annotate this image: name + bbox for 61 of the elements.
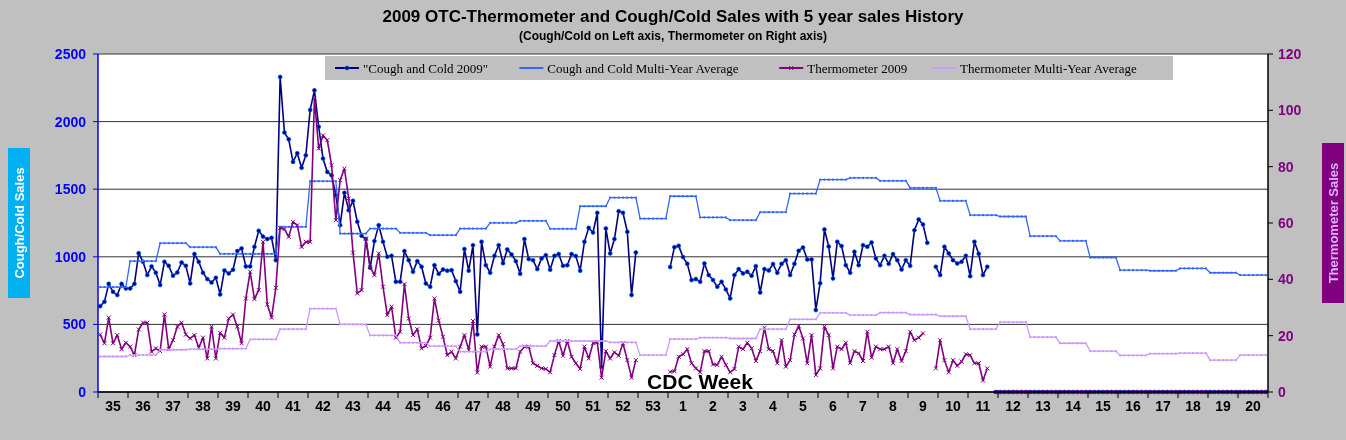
chart-subtitle: (Cough/Cold on Left axis, Thermometer on Right axis)	[518, 29, 828, 43]
x-tick-label: 48	[495, 398, 511, 414]
x-tick-label: 18	[1185, 398, 1201, 414]
x-tick-label: 42	[315, 398, 331, 414]
x-tick-label: 19	[1215, 398, 1231, 414]
y2-tick-label: 120	[1278, 46, 1302, 62]
x-tick-label: 6	[829, 398, 838, 414]
x-axis-title: CDC Week	[647, 370, 754, 393]
x-tick-label: 52	[615, 398, 631, 414]
x-tick-label: 40	[255, 398, 271, 414]
y-tick-label: 2000	[54, 113, 87, 130]
x-tick-label: 16	[1125, 398, 1141, 414]
x-tick-label: 10	[945, 398, 961, 414]
x-tick-label: 50	[555, 398, 571, 414]
y-tick-label: 2500	[54, 46, 87, 62]
x-tick-label: 13	[1035, 398, 1051, 414]
x-tick-label: 35	[105, 398, 121, 414]
x-tick-label: 17	[1155, 398, 1171, 414]
x-tick-label: 3	[739, 398, 748, 414]
chart-title: 2009 OTC-Thermometer and Cough/Cold Sales with 5 year sales History	[382, 7, 965, 26]
x-tick-label: 46	[435, 398, 451, 414]
x-tick-label: 15	[1095, 398, 1111, 414]
y2-tick-label: 80	[1278, 158, 1294, 175]
x-tick-label: 12	[1005, 398, 1021, 414]
y-tick-label: 500	[62, 316, 87, 333]
x-tick-label: 5	[799, 398, 808, 414]
y2-tick-label: 60	[1278, 215, 1294, 231]
x-tick-label: 51	[585, 398, 601, 414]
x-tick-label: 49	[525, 398, 541, 414]
x-tick-label: 11	[975, 398, 991, 414]
legend-label: Thermometer Multi-Year Average	[960, 61, 1137, 76]
x-tick-label: 41	[285, 398, 301, 414]
x-tick-label: 36	[135, 398, 151, 414]
y-tick-label: 0	[78, 384, 87, 400]
legend-label: "Cough and Cold 2009"	[363, 61, 489, 76]
x-tick-label: 9	[919, 398, 928, 414]
x-tick-label: 53	[645, 398, 661, 414]
y-tick-label: 1000	[54, 248, 87, 265]
x-tick-label: 8	[889, 398, 898, 414]
legend-label: Cough and Cold Multi-Year Average	[547, 61, 739, 76]
y-tick-label: 1500	[54, 181, 87, 198]
x-tick-label: 4	[769, 398, 778, 414]
x-tick-label: 45	[405, 398, 421, 414]
x-tick-label: 47	[465, 398, 481, 414]
legend-label: Thermometer 2009	[807, 61, 908, 76]
x-tick-label: 39	[225, 398, 241, 414]
y2-tick-label: 100	[1278, 102, 1302, 119]
x-tick-label: 37	[165, 398, 181, 414]
x-tick-label: 2	[709, 398, 718, 414]
y2-tick-label: 0	[1278, 384, 1286, 400]
x-tick-label: 1	[679, 398, 688, 414]
x-tick-label: 44	[375, 398, 391, 414]
x-tick-label: 14	[1065, 398, 1081, 414]
y2-tick-label: 40	[1278, 271, 1294, 288]
x-tick-label: 7	[859, 398, 868, 414]
y2-tick-label: 20	[1278, 327, 1294, 344]
y2-axis-title: Thermometer Sales	[1326, 162, 1341, 284]
x-tick-label: 43	[345, 398, 361, 414]
x-tick-label: 38	[195, 398, 211, 414]
y-axis-title: Cough/Cold Sales	[12, 167, 27, 279]
x-tick-label: 20	[1245, 398, 1261, 414]
